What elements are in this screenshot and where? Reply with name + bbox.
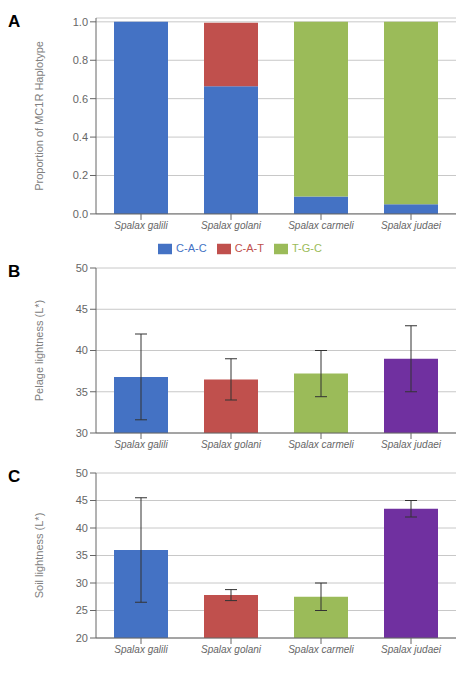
svg-text:Spalax galili: Spalax galili: [114, 439, 168, 450]
svg-text:50: 50: [76, 262, 88, 274]
html-text:C-A-C: C-A-C: [176, 241, 207, 254]
svg-text:Spalax golani: Spalax golani: [201, 439, 262, 450]
html-text:A: A: [8, 12, 21, 31]
svg-text:Spalax judaei: Spalax judaei: [381, 644, 442, 655]
svg-text:25: 25: [76, 604, 88, 616]
svg-text:30: 30: [76, 427, 88, 439]
svg-text:45: 45: [76, 494, 88, 506]
svg-text:0.4: 0.4: [73, 131, 88, 143]
html-text:C-A-T: C-A-T: [234, 241, 264, 254]
svg-text:Proportion of MC1R Haplotype: Proportion of MC1R Haplotype: [33, 41, 45, 191]
svg-text:Soil lightness (L*): Soil lightness (L*): [33, 513, 45, 599]
svg-text:Spalax golani: Spalax golani: [201, 220, 262, 231]
html-text:B: B: [8, 262, 21, 281]
svg-text:Spalax galili: Spalax galili: [114, 644, 168, 655]
svg-text:1.0: 1.0: [73, 16, 88, 28]
svg-text:45: 45: [76, 303, 88, 315]
svg-text:0.2: 0.2: [73, 169, 88, 181]
svg-text:Pelage lightness (L*): Pelage lightness (L*): [33, 300, 45, 402]
svg-text:0.6: 0.6: [73, 93, 88, 105]
svg-text:Spalax carmeli: Spalax carmeli: [288, 439, 354, 450]
svg-text:20: 20: [76, 632, 88, 644]
html-text:C: C: [8, 467, 21, 486]
svg-text:0.0: 0.0: [73, 208, 88, 220]
svg-text:Spalax carmeli: Spalax carmeli: [288, 220, 354, 231]
svg-text:35: 35: [76, 549, 88, 561]
svg-text:Spalax golani: Spalax golani: [201, 644, 262, 655]
svg-text:40: 40: [76, 522, 88, 534]
svg-text:Spalax carmeli: Spalax carmeli: [288, 644, 354, 655]
svg-text:40: 40: [76, 344, 88, 356]
html-text:T-G-C: T-G-C: [292, 241, 322, 254]
svg-text:Spalax judaei: Spalax judaei: [381, 439, 442, 450]
svg-text:Spalax judaei: Spalax judaei: [381, 220, 442, 231]
svg-text:35: 35: [76, 386, 88, 398]
svg-text:50: 50: [76, 467, 88, 479]
svg-text:30: 30: [76, 577, 88, 589]
svg-text:Spalax galili: Spalax galili: [114, 220, 168, 231]
svg-text:0.8: 0.8: [73, 54, 88, 66]
